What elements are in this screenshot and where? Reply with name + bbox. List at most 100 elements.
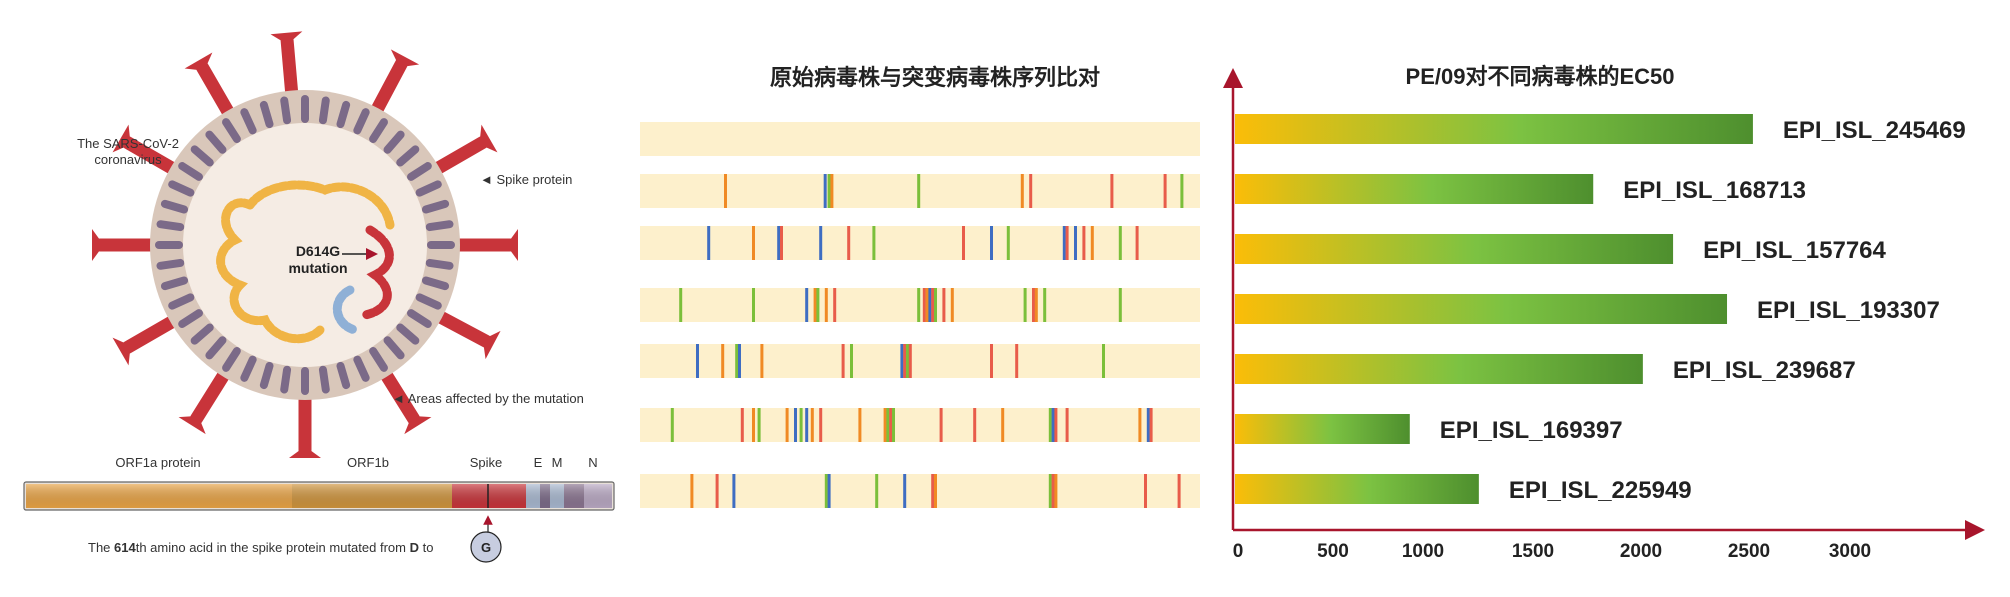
membrane-dash [240,108,257,135]
membrane-dash [318,96,330,125]
genome-shade [26,484,612,508]
mutation-mark [732,474,736,508]
spike-gene-coil [360,225,394,320]
membrane-dash [383,130,405,154]
sequence-row [640,288,1200,322]
mutation-mark [886,408,890,442]
mutation-mark [721,344,725,378]
bar-label: EPI_ISL_168713 [1623,177,1806,204]
membrane-dash [336,100,351,129]
mutation-mark [1118,226,1122,260]
membrane-dash [156,258,185,270]
mutation-mark [696,344,699,378]
mutation-mark [1138,408,1142,442]
mutation-mark [939,408,943,442]
membrane-dash [396,323,420,345]
mutation-mark [735,344,739,378]
mutation-mark [752,226,755,260]
sequence-row [640,226,1200,260]
mutation-mark [819,226,823,260]
membrane-dash [222,118,241,144]
genome-map: ORF1a protein ORF1b Spike E M N The 614t… [23,455,615,563]
mutation-mark [883,408,887,442]
mutation-mark [816,288,820,322]
mutation-mark [1065,408,1069,442]
mutation-mark [917,174,921,208]
mutation-mark [1090,226,1094,260]
mutation-mark [872,226,876,260]
areas-affected-label: ◄ Areas affected by the mutation [392,391,584,406]
membrane-dash [222,346,241,372]
mutation-mark [900,344,904,378]
mutation-mark [847,226,851,260]
spike-label: Spike [470,455,503,470]
mutation-mark [1144,474,1147,508]
membrane-dash [336,361,351,390]
mutation-mark [810,408,814,442]
rna-coil [216,180,395,344]
bar [1235,414,1410,444]
bar-label: EPI_ISL_169397 [1440,417,1623,444]
spike-proteins [92,31,518,458]
mutation-mark [841,344,845,378]
mutation-mark [906,344,909,378]
spike-protein [428,124,498,177]
mutation-mark [903,474,907,508]
mutation-mark [679,288,683,322]
mutation-mark [819,408,823,442]
sequence-row [640,122,1200,156]
spike-protein [270,31,303,103]
mutation-mark [740,408,744,442]
sequence-band [640,122,1200,156]
mutation-mark [777,226,781,260]
membrane-dash [205,336,227,360]
membrane-dash [396,145,420,167]
mutation-mark [1062,226,1066,260]
alignment-title: 原始病毒株与突变病毒株序列比对 [770,65,1100,90]
sequence-row [640,474,1200,508]
mutation-mark [928,288,932,322]
membrane-dashes [155,95,455,395]
mutation-mark [934,288,937,322]
mutation-mark [973,408,977,442]
membrane-dash [156,220,185,232]
ec50-chart: PE/09对不同病毒株的EC50 EPI_ISL_245469 EPI_ISL_1… [1223,64,1985,562]
membrane-dash [415,180,442,197]
mutation-mark [738,344,741,378]
mutation-mark [875,474,879,508]
mutation-mark [1082,226,1086,260]
bar [1235,354,1643,384]
mutation-mark [823,174,827,208]
spike-protein [112,124,182,177]
x-tick-label: 0 [1233,541,1244,562]
sequence-row [640,408,1200,442]
sequence-band [640,408,1200,442]
x-tick-label: 1500 [1512,541,1554,562]
membrane-dash [178,162,204,181]
mutation-mark [824,288,828,322]
sequence-band [640,344,1200,378]
n-label: N [588,455,597,470]
mutation-mark [1149,408,1153,442]
spike-protein-label: ◄ Spike protein [480,172,572,187]
mutation-mark [925,288,929,322]
mutation-mark [1015,344,1019,378]
mutation-mark [1118,288,1122,322]
spike-protein [92,229,162,261]
affected-coil [332,285,360,335]
mutation-mark [1029,174,1033,208]
membrane-dash [280,96,292,125]
virus-illustration: D614G mutation The SARS-CoV-2 coronavirus … [77,31,584,458]
membrane-dash [406,309,432,328]
bar-label: EPI_ISL_193307 [1757,297,1940,324]
mutation-mark [917,288,921,322]
sequence-band [640,226,1200,260]
mutation-mark [1135,226,1139,260]
mutation-mark [931,474,935,508]
spike-protein [448,229,518,261]
sequence-row [640,344,1200,378]
membrane-dash [160,199,189,214]
mutation-mark [1034,288,1038,322]
membrane-dash [425,220,454,232]
